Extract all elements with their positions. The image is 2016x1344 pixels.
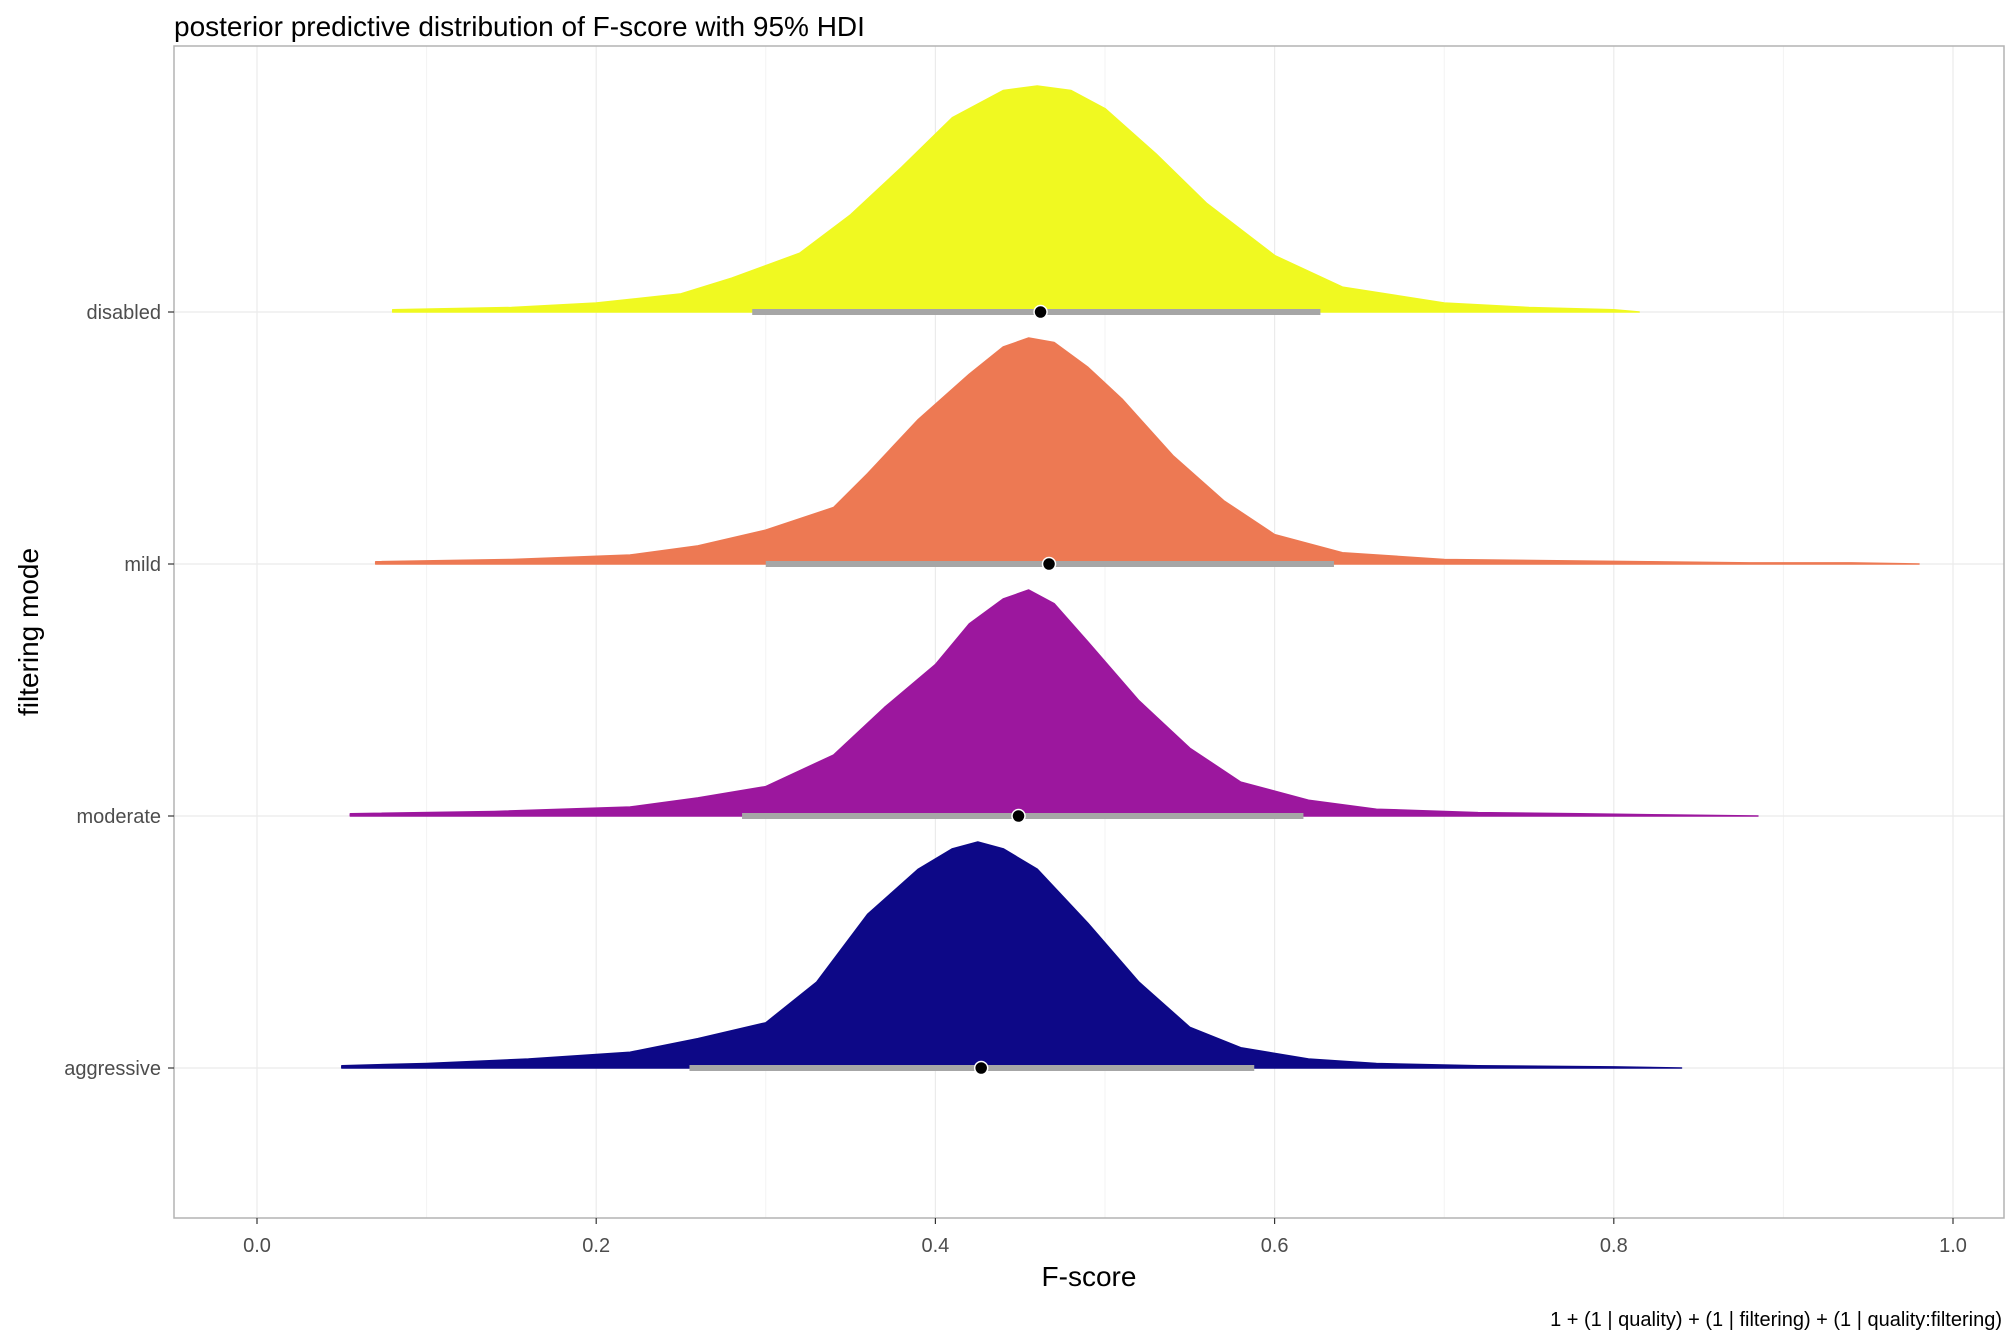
density-mild bbox=[374, 337, 1920, 565]
density-moderate bbox=[349, 589, 1759, 817]
x-axis-ticks: 0.0 0.2 0.4 0.6 0.8 1.0 bbox=[243, 1218, 1967, 1257]
y-axis-title: filtering mode bbox=[13, 548, 44, 716]
x-tick-label: 0.8 bbox=[1600, 1235, 1628, 1257]
median-point-moderate bbox=[1011, 808, 1026, 824]
x-tick-label: 0.6 bbox=[1261, 1235, 1289, 1257]
x-tick-label: 0.4 bbox=[921, 1235, 949, 1257]
y-tick-label-aggressive: aggressive bbox=[64, 1058, 161, 1080]
median-point-mild bbox=[1041, 556, 1057, 572]
chart-title: posterior predictive distribution of F-s… bbox=[174, 11, 865, 42]
density-aggressive bbox=[341, 841, 1683, 1069]
y-axis-ticks: disabled mild moderate aggressive bbox=[64, 302, 174, 1080]
chart-caption: 1 + (1 | quality) + (1 | filtering) + (1… bbox=[1550, 1309, 2002, 1331]
y-tick-label-moderate: moderate bbox=[77, 806, 162, 828]
x-tick-label: 1.0 bbox=[1939, 1235, 1967, 1257]
x-axis-title: F-score bbox=[1042, 1261, 1137, 1292]
x-tick-label: 0.2 bbox=[582, 1235, 610, 1257]
y-tick-label-disabled: disabled bbox=[86, 302, 161, 324]
x-tick-label: 0.0 bbox=[243, 1235, 271, 1257]
y-tick-label-mild: mild bbox=[124, 554, 161, 576]
density-disabled bbox=[391, 85, 1640, 313]
median-point-disabled bbox=[1033, 304, 1048, 320]
plot-panel bbox=[173, 45, 2005, 1219]
median-point-aggressive bbox=[973, 1060, 989, 1076]
density-ridges bbox=[341, 85, 1920, 1069]
hdi-intervals bbox=[689, 304, 1334, 1076]
